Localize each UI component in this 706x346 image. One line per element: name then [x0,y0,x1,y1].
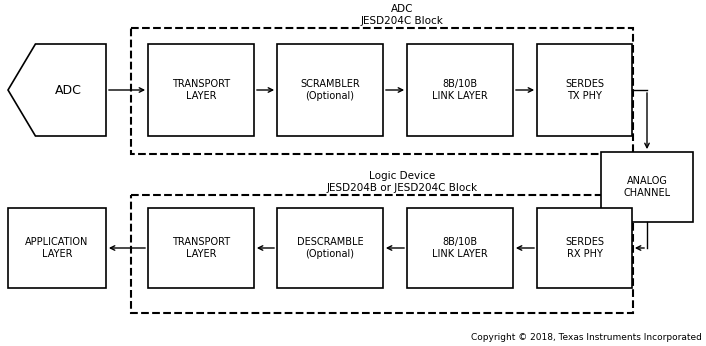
Text: SERDES
RX PHY: SERDES RX PHY [565,237,604,259]
Text: SERDES
TX PHY: SERDES TX PHY [565,79,604,101]
Bar [537,44,632,136]
Text: TRANSPORT
LAYER: TRANSPORT LAYER [172,237,230,259]
Text: TRANSPORT
LAYER: TRANSPORT LAYER [172,79,230,101]
Text: SCRAMBLER
(Optional): SCRAMBLER (Optional) [300,79,360,101]
Text: APPLICATION
LAYER: APPLICATION LAYER [25,237,89,259]
Bar [148,44,254,136]
Bar [131,195,633,313]
Text: Copyright © 2018, Texas Instruments Incorporated: Copyright © 2018, Texas Instruments Inco… [471,333,702,342]
Text: DESCRAMBLE
(Optional): DESCRAMBLE (Optional) [297,237,364,259]
Bar [407,208,513,288]
Bar [537,208,632,288]
Bar [277,208,383,288]
Text: Logic Device: Logic Device [369,171,435,181]
Polygon shape [8,44,106,136]
Text: 8B/10B
LINK LAYER: 8B/10B LINK LAYER [432,237,488,259]
Bar [131,28,633,154]
Text: ADC: ADC [390,4,413,14]
Bar [148,208,254,288]
Text: JESD204C Block: JESD204C Block [361,16,443,26]
Bar [8,208,106,288]
Text: JESD204B or JESD204C Block: JESD204B or JESD204C Block [326,183,477,193]
Text: ANALOG
CHANNEL: ANALOG CHANNEL [623,176,671,198]
Bar [601,152,693,222]
Bar [407,44,513,136]
Text: ADC: ADC [55,83,82,97]
Text: 8B/10B
LINK LAYER: 8B/10B LINK LAYER [432,79,488,101]
Bar [277,44,383,136]
